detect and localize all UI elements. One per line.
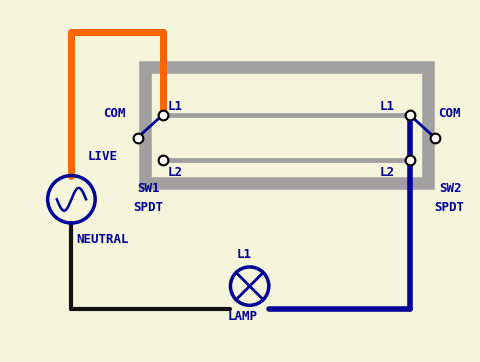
Text: LAMP: LAMP <box>227 310 257 323</box>
Text: SPDT: SPDT <box>434 201 464 214</box>
Text: LIVE: LIVE <box>87 151 117 163</box>
Text: L1: L1 <box>236 248 252 261</box>
Text: L1: L1 <box>379 100 394 113</box>
Text: L1: L1 <box>167 100 182 113</box>
Text: SW1: SW1 <box>137 182 160 195</box>
Text: NEUTRAL: NEUTRAL <box>76 233 128 246</box>
Text: SW2: SW2 <box>438 182 461 195</box>
Text: COM: COM <box>103 107 126 120</box>
Text: COM: COM <box>437 107 460 120</box>
Text: L2: L2 <box>167 167 182 180</box>
Text: SPDT: SPDT <box>133 201 163 214</box>
Text: L2: L2 <box>379 167 394 180</box>
Bar <box>144 67 427 183</box>
